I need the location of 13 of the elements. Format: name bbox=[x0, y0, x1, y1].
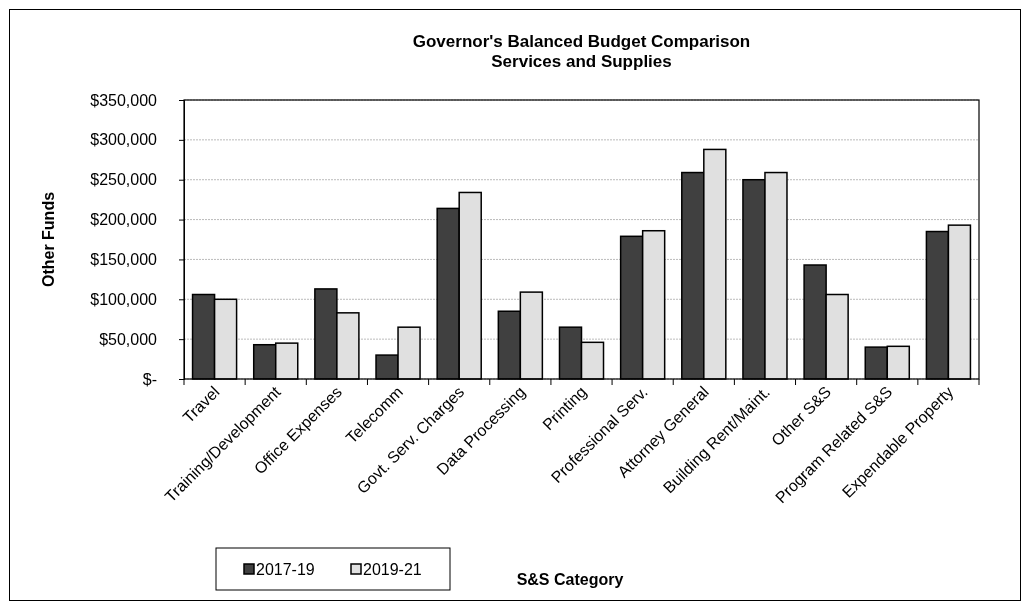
y-tick-label: $250,000 bbox=[90, 171, 158, 189]
y-tick-label: $50,000 bbox=[99, 330, 158, 348]
y-tick-label: $- bbox=[142, 370, 157, 388]
y-axis-title: Other Funds bbox=[40, 191, 57, 288]
legend-label: 2017-19 bbox=[256, 561, 315, 578]
y-tick-label: $150,000 bbox=[90, 251, 158, 269]
y-tick-label: $300,000 bbox=[90, 131, 158, 149]
y-tick-label: $200,000 bbox=[90, 211, 158, 229]
legend-label: 2019-21 bbox=[363, 561, 422, 578]
chart-title: Governor's Balanced Budget Comparison Services and Supplies bbox=[412, 32, 751, 71]
y-tick-label: $100,000 bbox=[90, 290, 158, 308]
y-tick-label: $350,000 bbox=[90, 91, 158, 109]
x-axis-title: S&S Category bbox=[516, 571, 624, 588]
